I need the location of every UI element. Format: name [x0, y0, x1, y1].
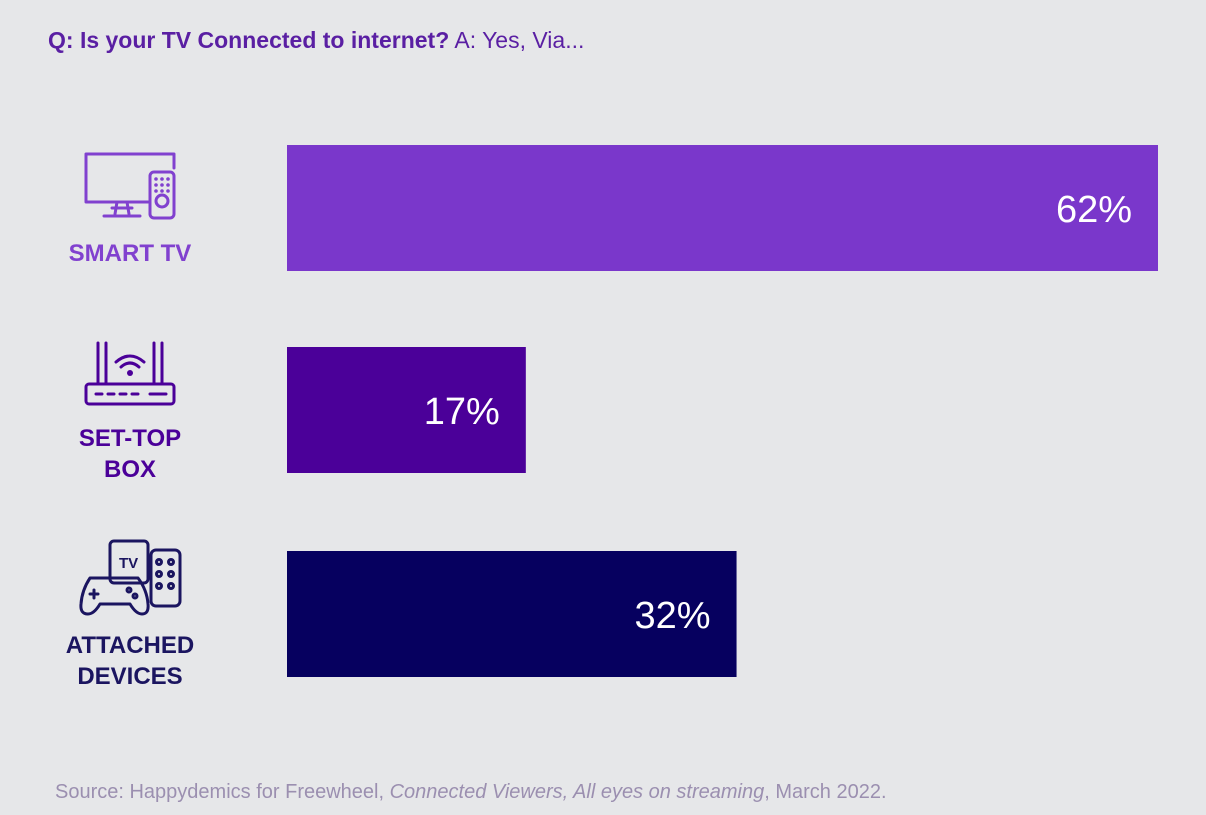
tv-badge-text: TV [119, 555, 138, 572]
question-title: Q: Is your TV Connected to internet? A: … [48, 27, 584, 54]
bar-value-label: 17% [424, 391, 500, 433]
category-label-attached-devices: ATTACHED DEVICES [50, 630, 210, 692]
answer-prefix: A: Yes, Via... [449, 27, 585, 53]
source-prefix: Source: Happydemics for Freewheel, [55, 781, 390, 803]
category-label-line: SMART TV [68, 240, 192, 267]
bar-value-label: 32% [634, 595, 710, 637]
question-text: Q: Is your TV Connected to internet? [48, 27, 450, 53]
category-label-line: SET-TOP [78, 425, 182, 452]
category-label-line: ATTACHED [65, 632, 195, 659]
bar-smart-tv [287, 145, 1158, 271]
bar-set-top-box [287, 347, 526, 473]
source-note: Source: Happydemics for Freewheel, Conne… [55, 781, 887, 804]
set-top-box-router-icon [84, 341, 176, 406]
category-label-smart-tv: SMART TV [50, 238, 210, 269]
category-label-line: DEVICES [77, 663, 183, 690]
attached-devices-icon: TV [79, 539, 182, 616]
source-publication: Connected Viewers, All eyes on streaming [389, 781, 765, 803]
bar-attached-devices [287, 551, 737, 677]
smart-tv-icon [84, 152, 176, 220]
category-label-set-top-box: SET-TOP BOX [50, 423, 210, 485]
bar-value-label: 62% [1056, 189, 1132, 231]
source-date: , March 2022. [764, 781, 887, 803]
category-label-line: BOX [103, 456, 156, 483]
